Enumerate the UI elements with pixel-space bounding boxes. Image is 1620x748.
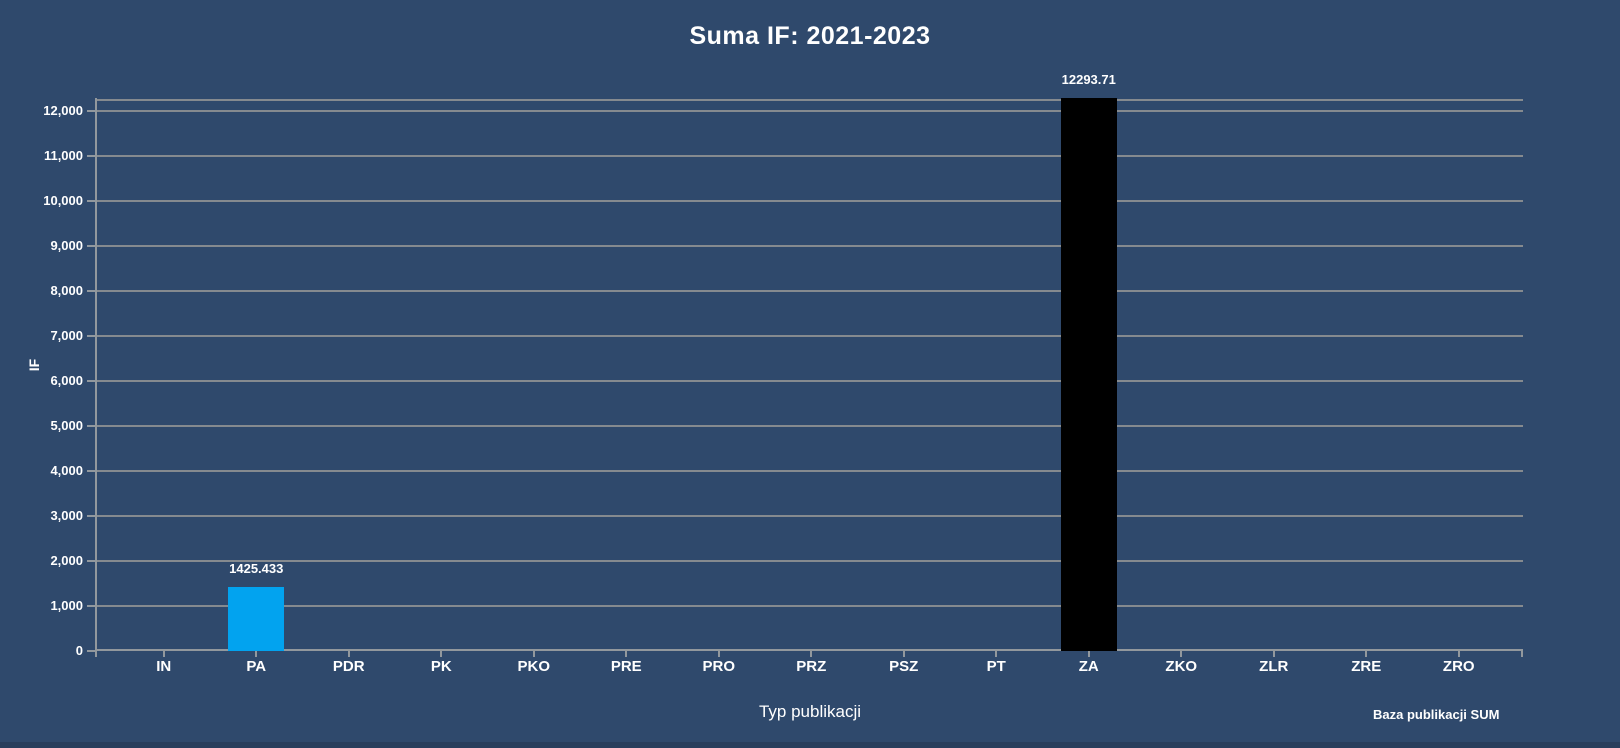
category-label: PDR	[332, 658, 365, 675]
category-label: IN	[156, 658, 172, 675]
x-axis-line	[95, 649, 1523, 651]
y-tick-label: 8,000	[50, 283, 83, 299]
x-axis-tick	[1180, 651, 1183, 657]
category-label: ZRO	[1442, 658, 1475, 675]
gridline	[95, 515, 1523, 518]
category-label: PT	[986, 658, 1006, 675]
x-axis-tick	[162, 651, 165, 657]
y-tick-label: 2,000	[50, 553, 83, 569]
bar-za[interactable]	[1060, 98, 1117, 651]
x-axis-tick	[1457, 651, 1460, 657]
y-axis-tick	[87, 650, 95, 652]
category-label: PRO	[702, 658, 735, 675]
y-tick-label: 7,000	[50, 328, 83, 344]
category-label: PSZ	[889, 658, 919, 675]
category-label: PRE	[610, 658, 642, 675]
gridline	[95, 200, 1523, 203]
y-axis-tick	[87, 380, 95, 383]
category-label: PRZ	[796, 658, 827, 675]
footer-credit: Baza publikacji SUM	[1373, 707, 1500, 722]
gridline	[95, 380, 1523, 383]
y-tick-label: 4,000	[50, 463, 83, 479]
x-axis-tick	[1272, 651, 1275, 657]
gridline	[95, 155, 1523, 158]
category-label: PA	[246, 658, 267, 675]
category-label: PKO	[517, 658, 550, 675]
gridline	[95, 470, 1523, 473]
y-tick-label: 10,000	[43, 193, 83, 209]
category-label: PK	[430, 658, 452, 675]
y-tick-label: 9,000	[50, 238, 83, 254]
y-axis-tick	[87, 245, 95, 248]
y-tick-label: 1,000	[50, 598, 83, 614]
x-axis-tick	[810, 651, 813, 657]
x-axis-tick	[532, 651, 535, 657]
y-axis-tick	[87, 605, 95, 608]
category-label: ZLR	[1259, 658, 1289, 675]
bar-pa[interactable]	[228, 587, 285, 651]
x-axis-tick	[717, 651, 720, 657]
gridline	[95, 335, 1523, 338]
y-axis-tick	[87, 515, 95, 518]
x-axis-tick	[625, 651, 628, 657]
x-axis-end-tick	[95, 651, 97, 657]
x-axis-tick	[440, 651, 443, 657]
x-axis-tick	[1365, 651, 1368, 657]
y-axis-tick	[87, 200, 95, 203]
bar-value-label: 1425.433	[229, 561, 284, 576]
y-axis-tick	[87, 335, 95, 338]
x-axis-tick	[347, 651, 350, 657]
x-axis-title: Typ publikacji	[758, 702, 862, 721]
y-axis-tick	[87, 155, 95, 158]
y-axis-tick	[87, 290, 95, 293]
plot-top-border	[95, 99, 1523, 101]
plot-area: 0 1,000 2,000 3,000 4,000 5,000 6,000 7,000 8,00…	[43, 72, 1523, 675]
x-axis-tick	[995, 651, 998, 657]
y-axis-tick	[87, 470, 95, 473]
x-axis-tick	[255, 651, 258, 657]
bar-value-label: 12293.71	[1061, 72, 1116, 87]
gridline	[95, 605, 1523, 608]
gridline	[95, 110, 1523, 113]
y-tick-label: 5,000	[50, 418, 83, 434]
x-axis-end-tick	[1521, 651, 1523, 657]
y-tick-label: 12,000	[43, 103, 83, 119]
y-axis-tick	[87, 425, 95, 428]
bottom-strip	[0, 742, 1620, 748]
y-axis-line	[95, 98, 97, 656]
gridline	[95, 425, 1523, 428]
category-label: ZRE	[1351, 658, 1382, 675]
y-axis-tick	[87, 110, 95, 113]
gridline	[95, 290, 1523, 293]
y-tick-label: 11,000	[43, 148, 83, 164]
gridline	[95, 245, 1523, 248]
y-axis-tick	[87, 560, 95, 563]
y-tick-label: 3,000	[50, 508, 83, 524]
x-axis-tick	[902, 651, 905, 657]
chart-title: Suma IF: 2021-2023	[689, 22, 931, 50]
y-tick-label: 0	[75, 643, 83, 658]
category-label: ZA	[1078, 658, 1099, 675]
x-axis-tick	[1087, 651, 1090, 657]
gridline	[95, 560, 1523, 563]
y-tick-label: 6,000	[50, 373, 83, 389]
category-label: ZKO	[1165, 658, 1198, 675]
